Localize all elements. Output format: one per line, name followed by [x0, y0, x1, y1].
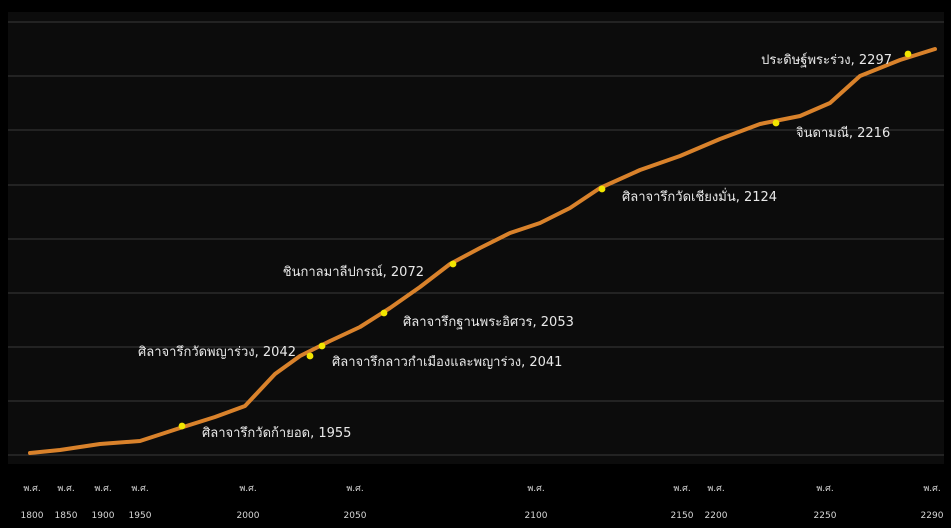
- x-tick-label: 1900: [92, 511, 115, 521]
- x-tick-label: 2200: [705, 511, 728, 521]
- x-tick-label: 1800: [21, 511, 44, 521]
- annotation-marker: [449, 260, 457, 268]
- plot-area: [8, 12, 944, 464]
- x-tick-prefix: พ.ศ.: [707, 484, 724, 494]
- x-tick-prefix: พ.ศ.: [923, 484, 940, 494]
- annotation-label: จินดามณี, 2216: [796, 125, 891, 141]
- x-tick-label: 1850: [55, 511, 78, 521]
- x-tick-prefix: พ.ศ.: [57, 484, 74, 494]
- x-tick-label: 2290: [921, 511, 944, 521]
- annotation-marker: [380, 309, 388, 317]
- annotation-marker: [318, 342, 326, 350]
- annotation-label: ศิลาจารึกฐานพระอิศวร, 2053: [403, 315, 574, 330]
- x-tick-prefix: พ.ศ.: [239, 484, 256, 494]
- annotation-label: ศิลาจารึกวัดเชียงมั่น, 2124: [622, 188, 777, 205]
- x-tick-prefix: พ.ศ.: [346, 484, 363, 494]
- series-line: [28, 47, 937, 455]
- x-tick-prefix: พ.ศ.: [673, 484, 690, 494]
- annotation-marker: [904, 50, 912, 58]
- annotation-marker: [772, 119, 780, 127]
- x-tick-label: 2100: [525, 511, 548, 521]
- annotation-marker: [306, 352, 314, 360]
- x-tick-label: 2250: [814, 511, 837, 521]
- x-tick-prefix: พ.ศ.: [23, 484, 40, 494]
- annotation-marker: [598, 185, 606, 193]
- x-tick-label: 2150: [671, 511, 694, 521]
- x-tick-label: 2050: [344, 511, 367, 521]
- annotation-label: ศิลาจารึกลาวกำเมืองและพญาร่วง, 2041: [332, 354, 562, 370]
- x-tick-prefix: พ.ศ.: [816, 484, 833, 494]
- annotation-label: ศิลาจารึกวัดพญาร่วง, 2042: [138, 345, 296, 360]
- x-tick-prefix: พ.ศ.: [94, 484, 111, 494]
- x-tick-prefix: พ.ศ.: [527, 484, 544, 494]
- annotation-marker: [178, 422, 186, 430]
- annotation-label: ชินกาลมาลีปกรณ์, 2072: [283, 264, 424, 280]
- annotation-label: ศิลาจารึกวัดก้ายอด, 1955: [202, 426, 351, 441]
- x-tick-prefix: พ.ศ.: [131, 484, 148, 494]
- annotation-label: ประดิษฐ์พระร่วง, 2297: [761, 52, 892, 68]
- x-tick-label: 2000: [237, 511, 260, 521]
- x-tick-label: 1950: [129, 511, 152, 521]
